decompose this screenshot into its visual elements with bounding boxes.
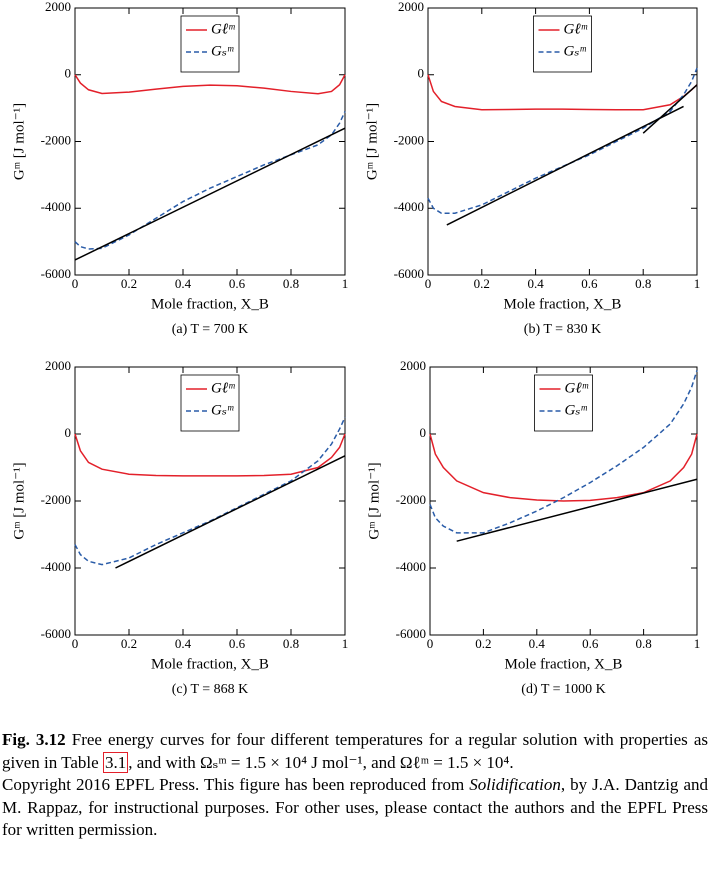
figure: -6000 -4000 -2000 0 2000 0 0.2 0.4 0.6 0.8 1 Mole f… — [11, 0, 701, 697]
x-tick-label: 0 — [72, 636, 79, 651]
legend-label: Gℓᵐ — [564, 21, 588, 37]
y-tick-label: 0 — [420, 425, 427, 440]
x-tick-label: 0 — [427, 636, 434, 651]
legend-box — [180, 374, 240, 432]
book-title: Solidification — [469, 775, 561, 794]
y-tick-label: -2000 — [394, 132, 424, 147]
subtitle: (d) T = 1000 K — [521, 682, 605, 697]
x-tick-label: 0.8 — [635, 276, 651, 291]
series-line — [427, 67, 698, 215]
series-line — [427, 74, 698, 111]
subtitle: (b) T = 830 K — [524, 322, 601, 337]
subtitle: (a) T = 700 K — [172, 322, 249, 337]
caption-text: Free energy curves for four different te… — [2, 730, 709, 772]
copyright-text: , by J.A. Dantzig and M. Rappaz, for ins… — [2, 775, 708, 839]
x-tick-label: 0.2 — [474, 276, 490, 291]
x-tick-label: 0.2 — [475, 636, 491, 651]
legend-label: Gℓᵐ — [565, 380, 589, 396]
x-tick-label: 1 — [342, 276, 349, 291]
x-axis-label: Mole fraction, X_B — [151, 656, 269, 672]
fig-label: Fig. 3.12 — [2, 730, 66, 749]
y-tick-label: 0 — [65, 425, 72, 440]
y-tick-label: 2000 — [398, 0, 424, 14]
x-axis-label: Mole fraction, X_B — [505, 656, 623, 672]
y-tick-label: 0 — [418, 66, 425, 81]
series-line — [74, 111, 346, 250]
series-line — [456, 478, 698, 542]
legend-label: Gₛᵐ — [211, 43, 234, 59]
series-line — [74, 127, 346, 261]
x-tick-label: 0.4 — [175, 276, 192, 291]
series-line — [74, 433, 346, 477]
y-tick-label: -2000 — [396, 492, 426, 507]
legend-label: Gₛᵐ — [211, 402, 234, 418]
y-axis-label: Gᵐ [J mol⁻¹] — [11, 103, 27, 180]
y-tick-label: -4000 — [41, 559, 71, 574]
x-tick-label: 1 — [342, 636, 349, 651]
y-axis-label: Gᵐ [J mol⁻¹] — [11, 462, 27, 539]
y-axis-label: Gᵐ [J mol⁻¹] — [366, 462, 382, 539]
legend-label: Gₛᵐ — [565, 402, 588, 418]
x-tick-label: 0.8 — [283, 636, 299, 651]
legend-label: Gℓᵐ — [211, 21, 235, 37]
series-line — [429, 370, 698, 534]
y-tick-label: 2000 — [45, 0, 71, 14]
x-axis-label: Mole fraction, X_B — [504, 296, 622, 312]
series-line — [115, 455, 346, 569]
x-tick-label: 1 — [694, 276, 701, 291]
x-tick-label: 0 — [425, 276, 432, 291]
legend-box — [534, 374, 593, 432]
series-line — [446, 105, 684, 226]
series-line — [642, 84, 698, 134]
caption-para: Fig. 3.12 Free energy curves for four di… — [2, 729, 708, 774]
x-tick-label: 0.4 — [529, 636, 546, 651]
y-tick-label: 2000 — [45, 358, 71, 373]
y-tick-label: -6000 — [41, 266, 71, 281]
x-tick-label: 0.6 — [229, 276, 246, 291]
y-tick-label: 2000 — [400, 358, 426, 373]
x-tick-label: 0.2 — [121, 636, 137, 651]
y-tick-label: -4000 — [396, 559, 426, 574]
x-tick-label: 0.4 — [175, 636, 192, 651]
y-tick-label: -6000 — [396, 626, 426, 641]
x-tick-label: 0.6 — [581, 276, 598, 291]
copyright: Copyright 2016 EPFL Press. This figure h… — [2, 774, 708, 842]
y-tick-label: -2000 — [41, 492, 71, 507]
series-line — [429, 433, 698, 502]
x-tick-label: 0.6 — [229, 636, 246, 651]
y-tick-label: -6000 — [41, 626, 71, 641]
legend-label: Gₛᵐ — [564, 43, 587, 59]
x-tick-label: 0.8 — [635, 636, 651, 651]
legend-label: Gℓᵐ — [211, 380, 235, 396]
x-axis-label: Mole fraction, X_B — [151, 296, 269, 312]
x-tick-label: 0.2 — [121, 276, 137, 291]
copyright-text: Copyright 2016 EPFL Press. This figure h… — [2, 775, 465, 794]
x-tick-label: 0.6 — [582, 636, 599, 651]
x-tick-label: 0.8 — [283, 276, 299, 291]
x-tick-label: 0.4 — [527, 276, 544, 291]
y-tick-label: -4000 — [394, 199, 424, 214]
series-line — [74, 416, 346, 566]
legend-box — [180, 15, 240, 73]
x-tick-label: 0 — [72, 276, 79, 291]
y-tick-label: -6000 — [394, 266, 424, 281]
caption: Fig. 3.12 Free energy curves for four di… — [2, 729, 708, 842]
series-line — [74, 74, 346, 95]
subtitle: (c) T = 868 K — [172, 682, 249, 697]
y-tick-label: -4000 — [41, 199, 71, 214]
y-axis-label: Gᵐ [J mol⁻¹] — [364, 103, 380, 180]
caption-text: , and with Ωₛᵐ = 1.5 × 10⁴ J mol⁻¹, and … — [128, 752, 514, 772]
y-tick-label: 0 — [65, 66, 72, 81]
table-link[interactable]: 3.1 — [102, 751, 129, 773]
y-tick-label: -2000 — [41, 132, 71, 147]
x-tick-label: 1 — [694, 636, 701, 651]
legend-box — [533, 15, 592, 73]
